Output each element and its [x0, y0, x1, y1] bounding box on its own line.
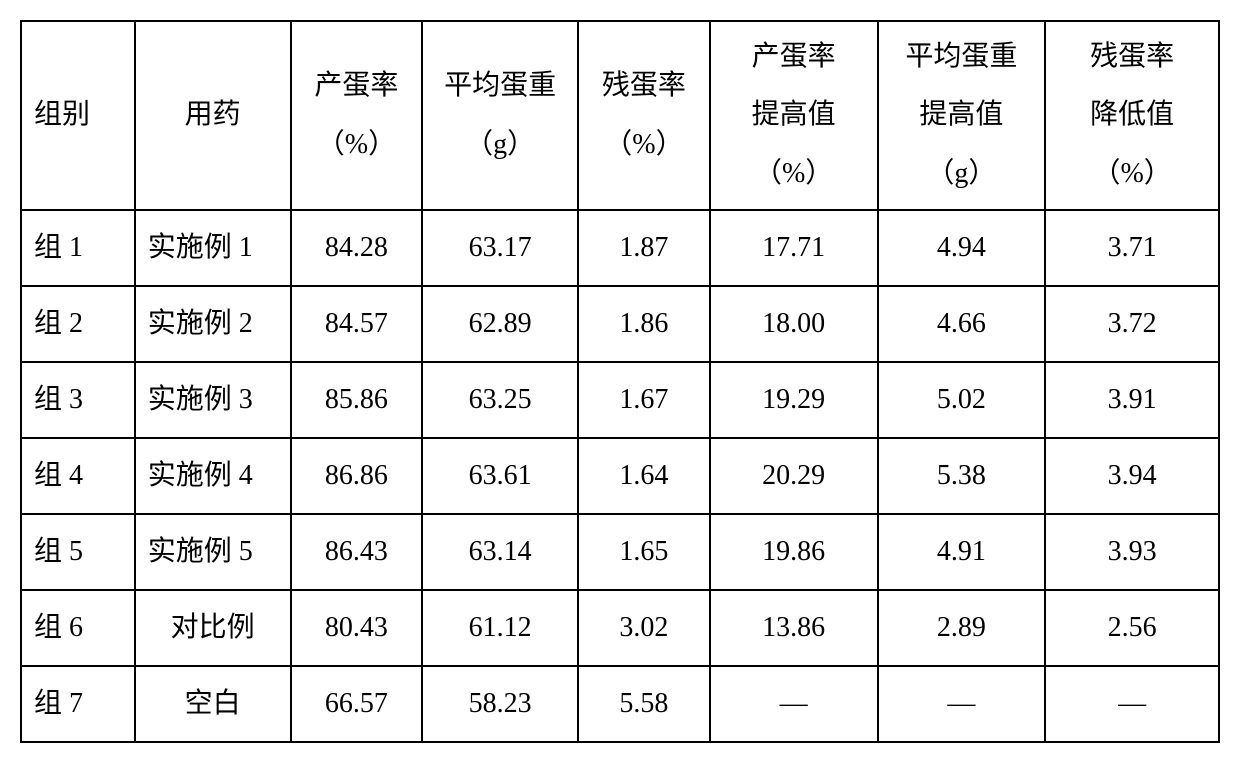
cell-medication: 实施例 4	[135, 438, 291, 514]
header-line: 提高值	[752, 90, 836, 140]
cell-value: 20.29	[710, 438, 878, 514]
cell-value: 86.43	[291, 514, 423, 590]
cell-value: 17.71	[710, 210, 878, 286]
cell-value: —	[878, 666, 1046, 742]
cell-value: 5.02	[878, 362, 1046, 438]
header-line: 平均蛋重	[444, 61, 556, 111]
cell-value: 3.72	[1045, 286, 1219, 362]
cell-group: 组 7	[21, 666, 135, 742]
cell-value: 63.14	[422, 514, 578, 590]
cell-value: 62.89	[422, 286, 578, 362]
cell-value: 80.43	[291, 590, 423, 666]
header-line: （%）	[1092, 149, 1171, 199]
table-row: 组 1 实施例 1 84.28 63.17 1.87 17.71 4.94 3.…	[21, 210, 1219, 286]
cell-value: 2.56	[1045, 590, 1219, 666]
header-line: 产蛋率	[314, 61, 398, 111]
header-line: （%）	[317, 120, 396, 170]
table-container: 组别 用药 产蛋率 （%） 平均蛋重 （g）	[20, 20, 1220, 743]
cell-value: 4.94	[878, 210, 1046, 286]
header-avg-weight: 平均蛋重 （g）	[422, 21, 578, 210]
cell-value: 3.94	[1045, 438, 1219, 514]
cell-value: 3.71	[1045, 210, 1219, 286]
cell-value: 19.29	[710, 362, 878, 438]
header-multi: 产蛋率 （%）	[296, 32, 418, 199]
header-multi: 产蛋率 提高值 （%）	[715, 32, 873, 199]
cell-value: 3.91	[1045, 362, 1219, 438]
cell-group: 组 5	[21, 514, 135, 590]
header-group: 组别	[21, 21, 135, 210]
cell-group: 组 1	[21, 210, 135, 286]
header-line: 平均蛋重	[905, 32, 1017, 82]
cell-value: 84.57	[291, 286, 423, 362]
data-table: 组别 用药 产蛋率 （%） 平均蛋重 （g）	[20, 20, 1220, 743]
cell-medication: 空白	[135, 666, 291, 742]
cell-group: 组 6	[21, 590, 135, 666]
cell-value: 5.58	[578, 666, 710, 742]
table-row: 组 7 空白 66.57 58.23 5.58 — — —	[21, 666, 1219, 742]
header-line: （g）	[926, 149, 996, 199]
header-line: （%）	[604, 120, 683, 170]
cell-value: 3.93	[1045, 514, 1219, 590]
cell-value: 61.12	[422, 590, 578, 666]
header-multi: 平均蛋重 （g）	[427, 32, 573, 199]
cell-value: 1.87	[578, 210, 710, 286]
table-row: 组 4 实施例 4 86.86 63.61 1.64 20.29 5.38 3.…	[21, 438, 1219, 514]
header-multi: 平均蛋重 提高值 （g）	[883, 32, 1041, 199]
header-defect-rate: 残蛋率 （%）	[578, 21, 710, 210]
cell-value: 63.25	[422, 362, 578, 438]
header-laying-rate: 产蛋率 （%）	[291, 21, 423, 210]
cell-medication: 实施例 2	[135, 286, 291, 362]
cell-value: 13.86	[710, 590, 878, 666]
table-body: 组 1 实施例 1 84.28 63.17 1.87 17.71 4.94 3.…	[21, 210, 1219, 742]
cell-medication: 实施例 1	[135, 210, 291, 286]
header-avg-weight-increase: 平均蛋重 提高值 （g）	[878, 21, 1046, 210]
header-row: 组别 用药 产蛋率 （%） 平均蛋重 （g）	[21, 21, 1219, 210]
header-defect-rate-decrease: 残蛋率 降低值 （%）	[1045, 21, 1219, 210]
cell-value: 58.23	[422, 666, 578, 742]
header-label: 用药	[185, 99, 241, 130]
cell-value: 63.17	[422, 210, 578, 286]
cell-value: 4.91	[878, 514, 1046, 590]
cell-value: 1.64	[578, 438, 710, 514]
cell-group: 组 3	[21, 362, 135, 438]
cell-value: —	[1045, 666, 1219, 742]
header-multi: 残蛋率 降低值 （%）	[1050, 32, 1214, 199]
table-row: 组 2 实施例 2 84.57 62.89 1.86 18.00 4.66 3.…	[21, 286, 1219, 362]
cell-value: 66.57	[291, 666, 423, 742]
cell-value: 1.65	[578, 514, 710, 590]
cell-value: —	[710, 666, 878, 742]
cell-value: 19.86	[710, 514, 878, 590]
cell-value: 18.00	[710, 286, 878, 362]
cell-value: 1.67	[578, 362, 710, 438]
header-line: 残蛋率	[602, 61, 686, 111]
table-row: 组 3 实施例 3 85.86 63.25 1.67 19.29 5.02 3.…	[21, 362, 1219, 438]
cell-value: 63.61	[422, 438, 578, 514]
header-line: 残蛋率	[1090, 32, 1174, 82]
table-header: 组别 用药 产蛋率 （%） 平均蛋重 （g）	[21, 21, 1219, 210]
cell-value: 1.86	[578, 286, 710, 362]
header-line: （g）	[465, 120, 535, 170]
header-label: 组别	[34, 99, 90, 130]
cell-group: 组 4	[21, 438, 135, 514]
cell-value: 85.86	[291, 362, 423, 438]
header-line: 降低值	[1090, 90, 1174, 140]
table-row: 组 6 对比例 80.43 61.12 3.02 13.86 2.89 2.56	[21, 590, 1219, 666]
cell-group: 组 2	[21, 286, 135, 362]
cell-medication: 实施例 3	[135, 362, 291, 438]
cell-value: 2.89	[878, 590, 1046, 666]
header-laying-rate-increase: 产蛋率 提高值 （%）	[710, 21, 878, 210]
cell-value: 4.66	[878, 286, 1046, 362]
header-medication: 用药	[135, 21, 291, 210]
header-multi: 残蛋率 （%）	[583, 32, 705, 199]
cell-value: 84.28	[291, 210, 423, 286]
header-line: （%）	[754, 149, 833, 199]
table-row: 组 5 实施例 5 86.43 63.14 1.65 19.86 4.91 3.…	[21, 514, 1219, 590]
header-line: 产蛋率	[752, 32, 836, 82]
cell-value: 5.38	[878, 438, 1046, 514]
header-line: 提高值	[919, 90, 1003, 140]
cell-medication: 对比例	[135, 590, 291, 666]
cell-value: 3.02	[578, 590, 710, 666]
cell-value: 86.86	[291, 438, 423, 514]
cell-medication: 实施例 5	[135, 514, 291, 590]
